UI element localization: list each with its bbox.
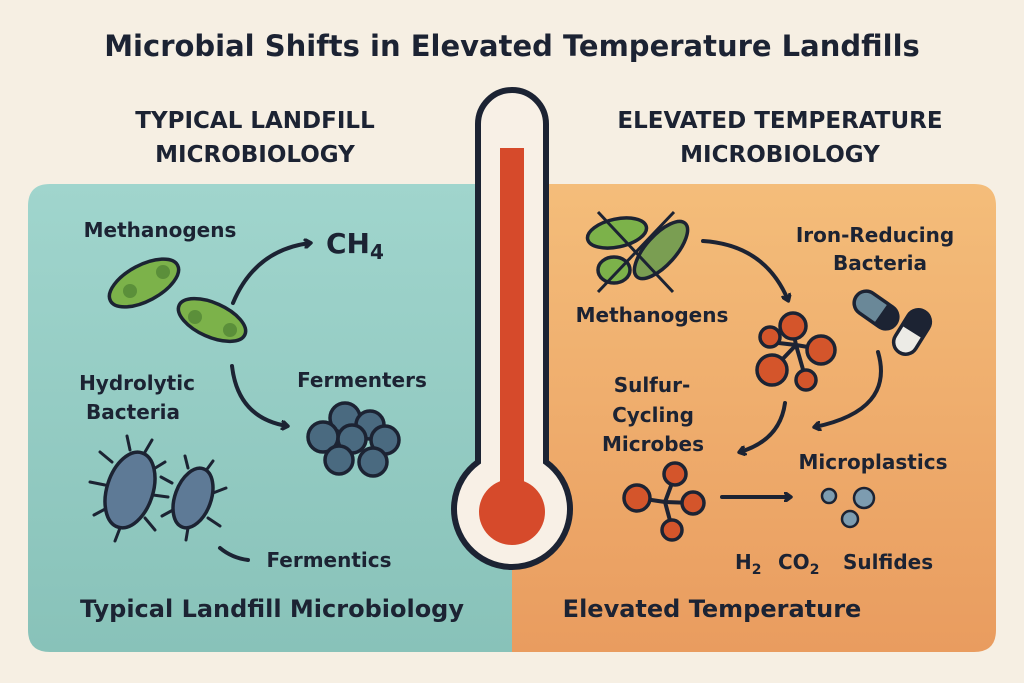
label-co2: CO2	[778, 550, 819, 578]
label-methanogens: Methanogens	[84, 218, 237, 242]
arrow-to-fermenters	[230, 364, 287, 426]
label-methanogens-inhibited: Methanogens	[576, 303, 729, 327]
left-heading-line2: MICROBIOLOGY	[155, 142, 355, 168]
orange-microbe-cluster	[755, 311, 837, 392]
label-iron-1: Iron-Reducing	[796, 223, 954, 247]
sulfur-microbe-cluster	[622, 461, 706, 542]
label-sulfur-3: Microbes	[602, 432, 704, 456]
label-sulfides: Sulfides	[843, 550, 933, 574]
arrow-to-sulfur	[740, 401, 787, 452]
fermentics-connector	[218, 546, 250, 562]
methanogen-cells	[107, 257, 248, 344]
left-footer: Typical Landfill Microbiology	[80, 595, 464, 623]
arrow-to-cluster	[701, 239, 788, 300]
label-iron-2: Bacteria	[833, 251, 927, 275]
label-sulfur-2: Cycling	[612, 403, 694, 427]
label-ch4: CH4	[326, 227, 384, 264]
thermometer-icon	[451, 87, 573, 570]
label-microplastics: Microplastics	[799, 450, 948, 474]
label-hydrolytic-2: Bacteria	[86, 400, 180, 424]
right-heading-line2: MICROBIOLOGY	[680, 142, 880, 168]
right-heading-line1: ELEVATED TEMPERATURE	[617, 108, 942, 134]
arrow-to-ch4	[231, 243, 310, 305]
fermenter-cluster	[306, 401, 401, 478]
label-fermentics: Fermentics	[266, 548, 391, 572]
label-hydrolytic-1: Hydrolytic	[79, 371, 195, 395]
iron-reducing-capsules	[852, 289, 933, 356]
hydrolytic-bacteria	[88, 434, 228, 543]
label-fermenters: Fermenters	[297, 368, 427, 392]
inhibited-methanogens	[585, 210, 690, 294]
label-sulfur-1: Sulfur-	[614, 373, 691, 397]
label-h2: H2	[735, 550, 762, 578]
arrow-to-microplastics	[815, 350, 883, 427]
microplastic-particles	[820, 486, 876, 529]
title: Microbial Shifts in Elevated Temperature…	[104, 29, 920, 63]
right-footer: Elevated Temperature	[563, 595, 862, 623]
left-heading-line1: TYPICAL LANDFILL	[135, 108, 375, 134]
